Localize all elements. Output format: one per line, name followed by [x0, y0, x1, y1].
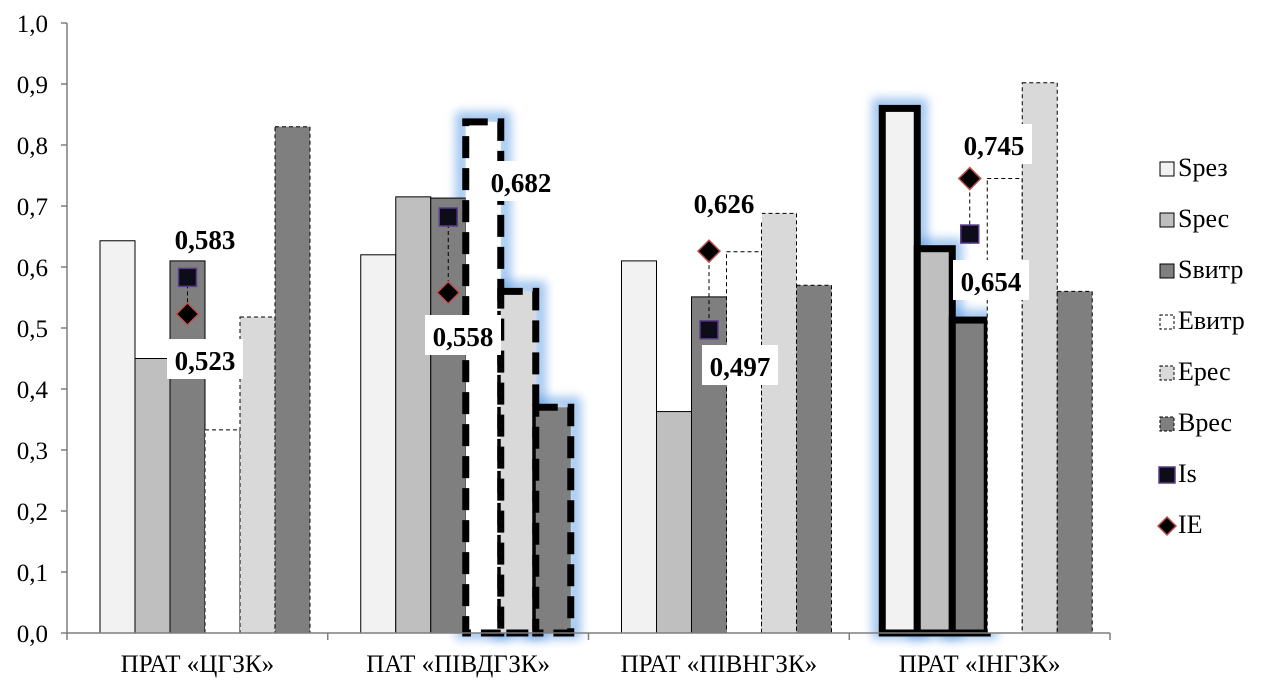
bar: [1021, 82, 1058, 634]
y-tick-label: 0,3: [17, 438, 48, 465]
y-tick-label: 0,5: [17, 316, 48, 343]
ie-marker: [175, 301, 200, 327]
bar: [913, 245, 956, 637]
data-label-box: [425, 315, 501, 355]
bar: [99, 240, 136, 634]
ie-marker: [696, 239, 722, 264]
y-tick-label: 0,0: [17, 621, 48, 648]
category-label: ПРАТ «ПІВНГЗК»: [621, 651, 818, 678]
y-tick-label: 0,7: [17, 194, 48, 221]
legend-swatch: [1156, 515, 1178, 537]
ie-marker: [957, 166, 982, 191]
bar: [948, 316, 991, 637]
data-label-box: [686, 182, 762, 222]
bar: [497, 287, 540, 637]
legend-swatch: [1159, 212, 1175, 228]
data-label-box: [167, 218, 243, 258]
legend-label: Eрес: [1178, 357, 1231, 386]
bar: [360, 254, 397, 634]
legend-label: Is: [1178, 459, 1197, 488]
data-label-box: [953, 260, 1029, 300]
data-label-box: [483, 161, 559, 201]
bar: [239, 316, 276, 634]
is-marker: [438, 207, 458, 227]
data-labels-layer: 0,583 0,523 0,682 0,558 0,626 0,497 0,745 0,654: [167, 124, 1032, 385]
bar: [986, 178, 1023, 634]
legend-label: Bрес: [1178, 408, 1232, 437]
data-label-box: [702, 345, 778, 385]
bar: [204, 429, 241, 634]
y-tick-label: 0,8: [17, 133, 48, 160]
is-marker: [699, 320, 719, 340]
bar: [621, 260, 657, 634]
legend-label: Sрес: [1178, 204, 1229, 233]
legend-swatch: [1159, 365, 1175, 381]
legend-swatch: [1159, 161, 1175, 177]
legend-swatch: [1159, 314, 1175, 330]
bar: [532, 403, 575, 637]
bar: [796, 284, 832, 634]
legend-swatch: [1158, 466, 1176, 484]
legend-label: Sрез: [1178, 153, 1228, 182]
bar: [726, 251, 762, 634]
y-tick-label: 0,9: [17, 72, 48, 99]
category-label: ПАТ «ПІВДГЗК»: [366, 651, 550, 678]
data-label: 0,654: [961, 267, 1022, 297]
data-label: 0,626: [694, 189, 755, 219]
legend-swatch: [1159, 263, 1175, 279]
data-label: 0,745: [964, 131, 1025, 161]
data-label-box: [956, 124, 1032, 164]
data-label: 0,682: [491, 168, 552, 198]
data-label-box: [167, 339, 243, 379]
data-label: 0,558: [433, 322, 494, 352]
legend-label: Sвитр: [1178, 255, 1243, 284]
data-label: 0,523: [175, 346, 236, 376]
legend: Sрез Sрес Sвитр Eвитр Eрес Bрес Is IE: [1156, 153, 1245, 539]
legend-label: Eвитр: [1178, 306, 1245, 335]
bar: [430, 197, 467, 634]
bar: [878, 104, 921, 637]
y-tick-label: 0,1: [17, 560, 48, 587]
bar: [761, 212, 797, 634]
bar: [656, 411, 692, 634]
data-label: 0,583: [175, 225, 236, 255]
bar: [1056, 290, 1093, 634]
axes: 0,0 0,1 0,2 0,3 0,4 0,5 0,6 0,7 0,8 0,9 1,0 ПРАТ «Ц…: [17, 11, 1111, 678]
is-marker: [960, 224, 980, 244]
data-label: 0,497: [710, 352, 771, 382]
ie-marker: [436, 280, 461, 305]
is-marker: [177, 267, 198, 288]
bar: [274, 126, 311, 634]
y-tick-label: 0,4: [17, 377, 49, 404]
bar: [395, 196, 432, 634]
legend-swatch: [1159, 416, 1175, 432]
bar: [134, 358, 171, 634]
markers-layer: [175, 166, 982, 340]
bars-layer: [99, 82, 1093, 637]
legend-label: IE: [1178, 510, 1203, 539]
category-label: ПРАТ «ЦГЗК»: [121, 651, 274, 678]
category-label: ПРАТ «ІНГЗК»: [899, 651, 1061, 678]
y-tick-label: 0,2: [17, 499, 48, 526]
y-tick-label: 1,0: [17, 11, 48, 38]
y-tick-label: 0,6: [17, 255, 48, 282]
